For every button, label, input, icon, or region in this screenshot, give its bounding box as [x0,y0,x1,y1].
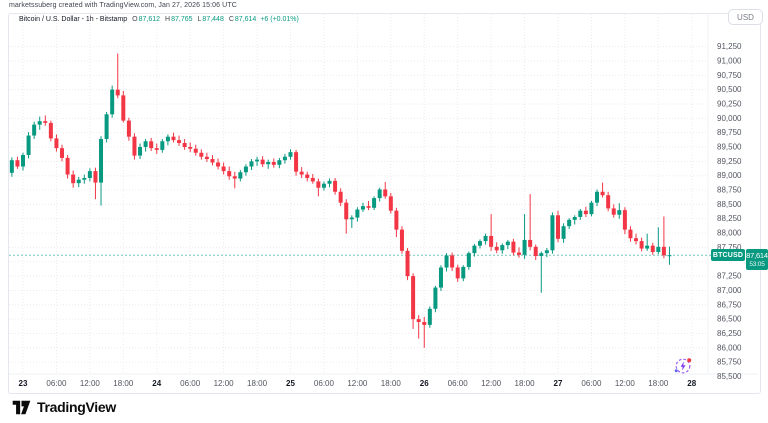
svg-text:27: 27 [554,379,563,388]
svg-text:18:00: 18:00 [648,379,669,388]
svg-text:24: 24 [152,379,161,388]
svg-text:25: 25 [286,379,295,388]
svg-text:86,250: 86,250 [717,329,742,338]
symbol-title: Bitcoin / U.S. Dollar - 1h - Bitstamp [19,16,128,23]
low-value: 87,448 [202,16,224,23]
svg-text:91,250: 91,250 [717,42,742,51]
svg-text:06:00: 06:00 [314,379,335,388]
close-value: 87,614 [234,16,257,23]
svg-text:88,000: 88,000 [717,229,742,238]
high-value: 87,765 [171,16,193,23]
svg-text:18:00: 18:00 [515,379,536,388]
svg-text:28: 28 [687,379,696,388]
current-price-value: 87,614 [746,250,768,260]
event-marker-icon[interactable] [673,356,693,376]
current-price-badge[interactable]: 87,614 53:05 [746,249,768,271]
svg-text:88,500: 88,500 [717,200,742,209]
svg-text:89,500: 89,500 [717,143,742,152]
svg-text:26: 26 [420,379,429,388]
svg-text:85,750: 85,750 [717,358,742,367]
bar-countdown: 53:05 [749,260,765,268]
svg-text:88,750: 88,750 [717,186,742,195]
svg-text:85,500: 85,500 [717,372,742,381]
svg-text:87,250: 87,250 [717,272,742,281]
svg-text:06:00: 06:00 [46,379,67,388]
svg-text:12:00: 12:00 [481,379,502,388]
svg-text:88,250: 88,250 [717,214,742,223]
svg-text:86,500: 86,500 [717,315,742,324]
low-label: L [197,16,202,23]
tradingview-logo-text: TradingView [37,399,116,415]
svg-text:18:00: 18:00 [247,379,268,388]
svg-text:90,750: 90,750 [717,71,742,80]
svg-text:90,000: 90,000 [717,114,742,123]
svg-text:91,000: 91,000 [717,56,742,65]
svg-text:86,750: 86,750 [717,300,742,309]
svg-text:12:00: 12:00 [615,379,636,388]
svg-text:12:00: 12:00 [347,379,368,388]
svg-text:90,500: 90,500 [717,85,742,94]
svg-text:12:00: 12:00 [80,379,101,388]
tradingview-logo[interactable]: TradingView [12,399,116,415]
high-label: H [165,16,171,23]
svg-text:90,250: 90,250 [717,99,742,108]
symbol-price-tag[interactable]: BTCUSD [711,249,745,262]
svg-text:18:00: 18:00 [381,379,402,388]
svg-text:06:00: 06:00 [448,379,469,388]
tradingview-logo-glyph [12,400,31,415]
svg-text:89,750: 89,750 [717,128,742,137]
svg-text:06:00: 06:00 [581,379,602,388]
svg-text:87,750: 87,750 [717,243,742,252]
svg-text:18:00: 18:00 [113,379,134,388]
svg-text:87,000: 87,000 [717,286,742,295]
svg-text:86,000: 86,000 [717,343,742,352]
svg-text:06:00: 06:00 [180,379,201,388]
price-change: +6 (+0.01%) [260,16,299,23]
svg-text:89,000: 89,000 [717,171,742,180]
currency-toggle-button[interactable]: USD [728,9,763,25]
attribution-text: marketssuberg created with TradingView.c… [9,2,237,9]
svg-text:89,250: 89,250 [717,157,742,166]
open-label: O [132,16,138,23]
symbol-header: Bitcoin / U.S. Dollar - 1h - Bitstamp O87… [19,16,299,23]
chart-card [8,13,761,394]
open-value: 87,612 [138,16,161,23]
svg-text:12:00: 12:00 [214,379,235,388]
close-label: C [228,16,234,23]
svg-text:23: 23 [19,379,28,388]
